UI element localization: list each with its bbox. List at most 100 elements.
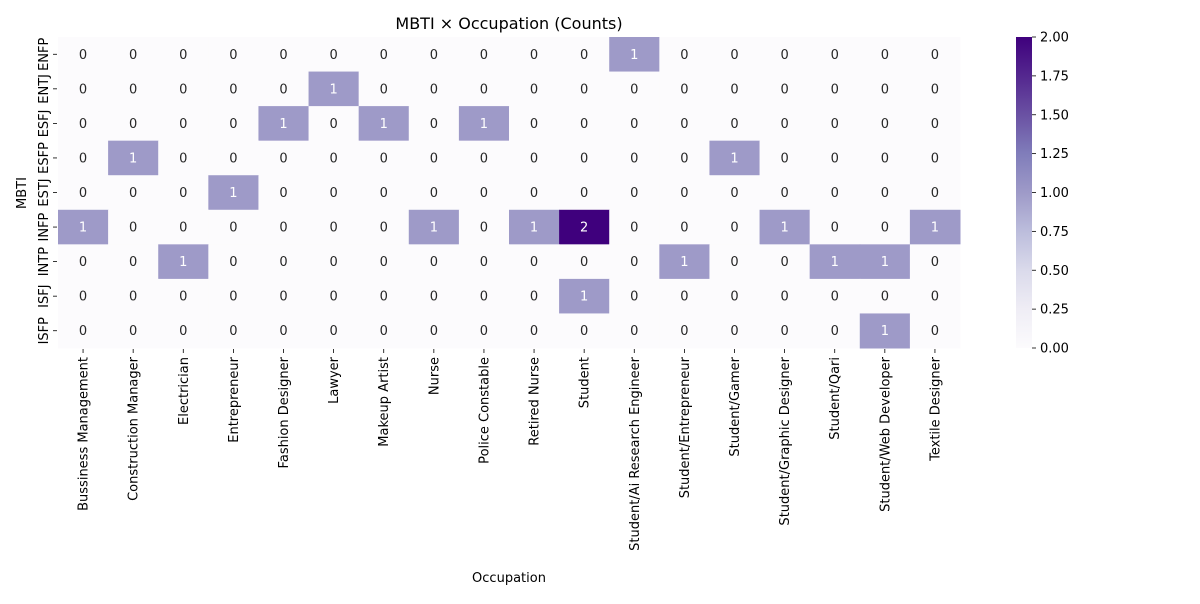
heatmap-cell	[609, 278, 660, 314]
y-tick-label: ISFJ	[37, 284, 52, 307]
cell-value-label: 0	[229, 324, 237, 339]
cell-value-label: 0	[480, 221, 488, 236]
cell-value-label: 0	[530, 82, 538, 97]
cell-value-label: 0	[329, 290, 337, 305]
cell-value-label: 0	[831, 324, 839, 339]
cell-value-label: 0	[680, 48, 688, 63]
heatmap-cell	[759, 244, 811, 280]
heatmap-cell	[208, 106, 259, 142]
cell-value-label: 0	[79, 255, 87, 270]
x-tick-label: Police Constable	[477, 357, 492, 464]
cell-value-label: 0	[329, 117, 337, 132]
cell-value-label: 1	[229, 186, 237, 201]
heatmap-cell	[509, 71, 560, 107]
x-tick-label: Bussiness Management	[77, 357, 92, 511]
cell-value-label: 0	[730, 48, 738, 63]
cell-value-label: 0	[430, 324, 438, 339]
heatmap-cell	[158, 244, 209, 280]
heatmap-cell	[458, 278, 510, 314]
heatmap-cell	[709, 140, 761, 176]
heatmap-cell	[909, 278, 961, 314]
cell-value-label: 0	[279, 48, 287, 63]
heatmap-cell	[158, 37, 209, 73]
cell-value-label: 0	[329, 48, 337, 63]
cell-value-label: 1	[730, 151, 738, 166]
colorbar-tick-label: 0.75	[1040, 225, 1069, 240]
cell-value-label: 1	[780, 221, 788, 236]
cell-value-label: 0	[580, 255, 588, 270]
cell-value-label: 1	[79, 221, 87, 236]
y-axis-label: MBTI	[15, 177, 30, 209]
heatmap-cell	[408, 175, 460, 211]
heatmap-cell	[408, 106, 460, 142]
heatmap-cell	[308, 140, 360, 176]
cell-value-label: 0	[730, 255, 738, 270]
heatmap-cell	[58, 106, 109, 142]
cell-value-label: 0	[129, 255, 137, 270]
heatmap-cell	[909, 71, 961, 107]
heatmap-cell	[358, 209, 410, 245]
x-tick-label: Electrician	[177, 357, 192, 425]
cell-value-label: 0	[229, 290, 237, 305]
heatmap-cell	[759, 106, 811, 142]
heatmap-cell	[208, 278, 259, 314]
heatmap-cell	[859, 106, 911, 142]
heatmap-cell	[759, 313, 811, 349]
heatmap-cell	[509, 37, 560, 73]
cell-value-label: 1	[179, 255, 187, 270]
cell-value-label: 0	[881, 290, 889, 305]
heatmap-cell	[709, 106, 761, 142]
heatmap-cell	[58, 140, 109, 176]
cell-value-label: 0	[831, 186, 839, 201]
cell-value-label: 0	[179, 117, 187, 132]
colorbar-tick-label: 1.25	[1040, 147, 1069, 162]
heatmap-cell	[609, 175, 660, 211]
cell-value-label: 0	[229, 48, 237, 63]
cell-value-label: 0	[430, 290, 438, 305]
heatmap-cell	[158, 175, 209, 211]
heatmap-cell	[408, 37, 460, 73]
cell-value-label: 0	[329, 255, 337, 270]
cell-value-label: 0	[229, 117, 237, 132]
heatmap-cell	[458, 175, 510, 211]
cell-value-label: 0	[680, 117, 688, 132]
cell-value-label: 0	[530, 324, 538, 339]
heatmap-cell	[659, 313, 710, 349]
cell-value-label: 0	[530, 151, 538, 166]
heatmap-cell	[709, 209, 761, 245]
heatmap-cell	[308, 209, 360, 245]
heatmap-cell	[809, 175, 861, 211]
heatmap-cell	[108, 278, 159, 314]
heatmap-cell	[208, 175, 259, 211]
cell-value-label: 0	[179, 221, 187, 236]
cell-value-label: 0	[380, 290, 388, 305]
cell-value-label: 0	[630, 221, 638, 236]
cell-value-label: 0	[730, 82, 738, 97]
y-tick-label: ESTJ	[37, 178, 52, 206]
x-tick-label: Student/Ai Research Engineer	[628, 356, 643, 551]
colorbar-tick-label: 0.50	[1040, 264, 1069, 279]
cell-value-label: 1	[881, 255, 889, 270]
heatmap-cell	[859, 71, 911, 107]
cell-value-label: 0	[780, 82, 788, 97]
heatmap-cell	[809, 37, 861, 73]
heatmap-cell	[158, 209, 209, 245]
cell-value-label: 0	[730, 117, 738, 132]
cell-value-label: 0	[780, 255, 788, 270]
heatmap-cell	[859, 140, 911, 176]
cell-value-label: 0	[580, 324, 588, 339]
cell-value-label: 0	[380, 82, 388, 97]
cell-value-label: 0	[530, 186, 538, 201]
heatmap-cell	[559, 175, 610, 211]
cell-value-label: 0	[630, 290, 638, 305]
heatmap-cell	[358, 106, 410, 142]
heatmap-cell	[809, 209, 861, 245]
cell-value-label: 0	[79, 48, 87, 63]
heatmap-cell	[509, 175, 560, 211]
cell-value-label: 0	[329, 186, 337, 201]
heatmap-cell	[408, 140, 460, 176]
cell-value-label: 0	[480, 48, 488, 63]
heatmap-cell	[308, 278, 360, 314]
cell-value-label: 0	[380, 221, 388, 236]
heatmap-cell	[408, 71, 460, 107]
